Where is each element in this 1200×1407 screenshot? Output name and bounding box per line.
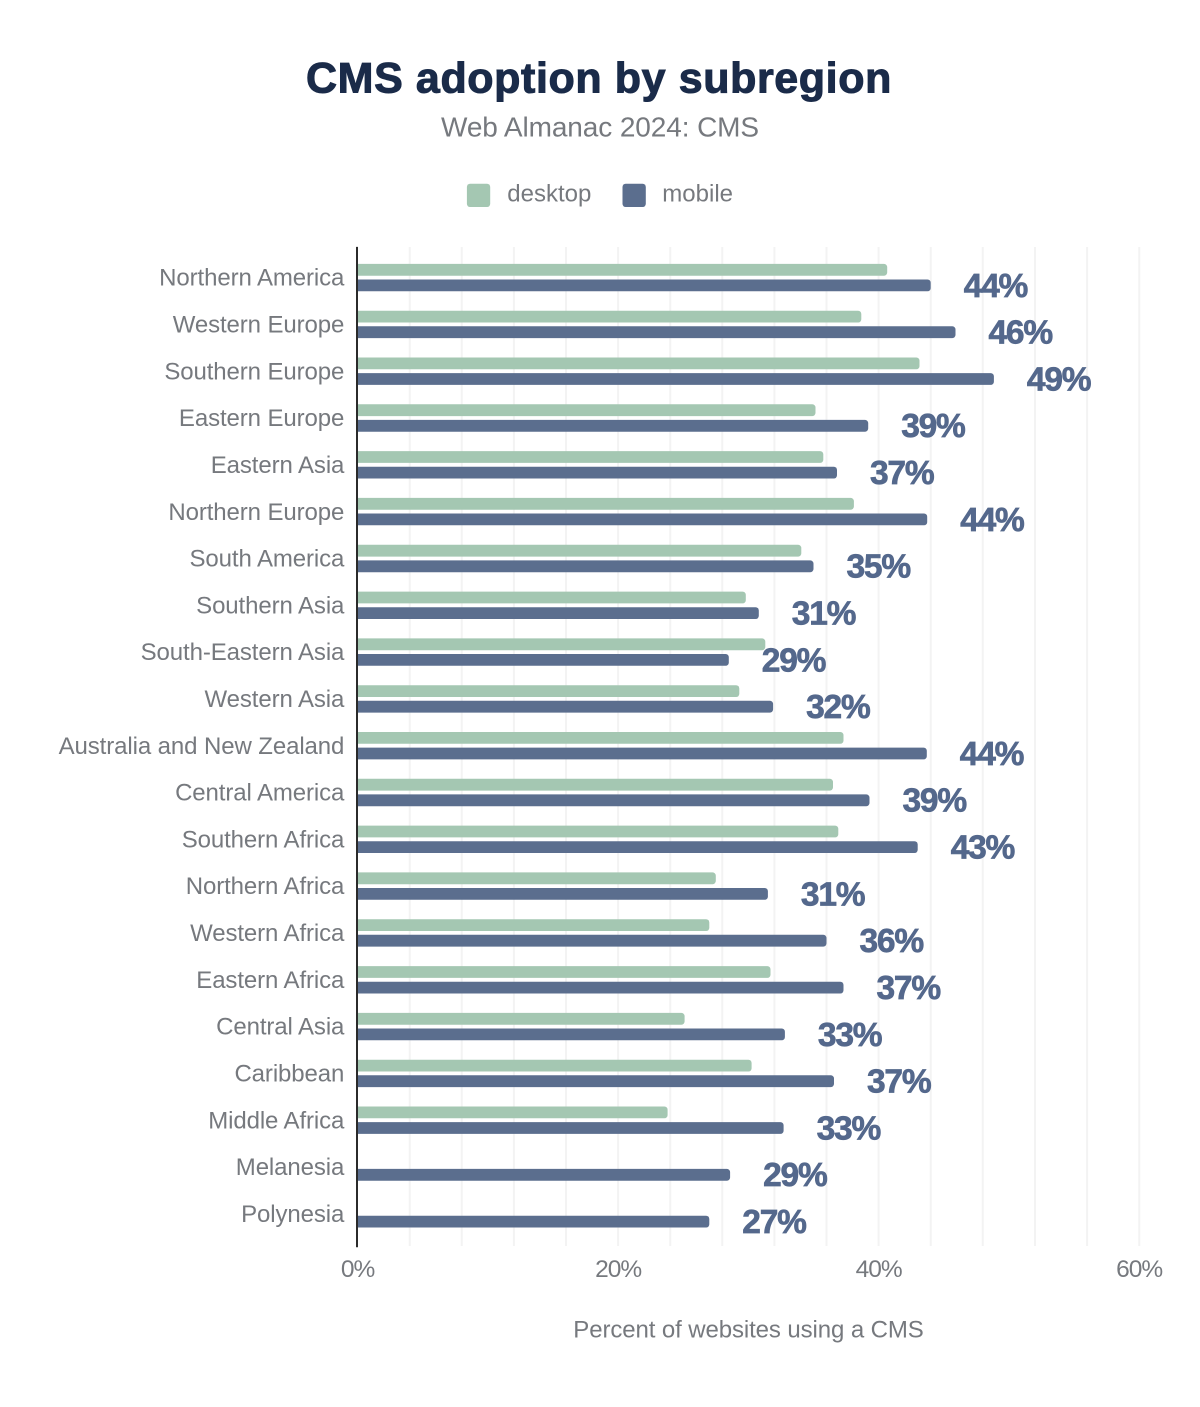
svg-text:36%: 36% bbox=[860, 923, 924, 960]
svg-text:37%: 37% bbox=[867, 1064, 931, 1101]
svg-text:Western Europe: Western Europe bbox=[173, 312, 345, 339]
svg-text:32%: 32% bbox=[806, 689, 870, 726]
svg-text:33%: 33% bbox=[817, 1110, 881, 1147]
svg-text:40%: 40% bbox=[856, 1256, 902, 1283]
svg-text:Eastern Europe: Eastern Europe bbox=[179, 405, 344, 432]
svg-text:39%: 39% bbox=[903, 783, 967, 820]
svg-text:43%: 43% bbox=[951, 830, 1015, 867]
svg-text:0%: 0% bbox=[341, 1256, 375, 1283]
svg-text:20%: 20% bbox=[595, 1256, 641, 1283]
svg-text:Eastern Asia: Eastern Asia bbox=[211, 452, 345, 479]
svg-text:27%: 27% bbox=[742, 1204, 806, 1241]
svg-text:Southern Europe: Southern Europe bbox=[164, 358, 344, 385]
svg-text:Caribbean: Caribbean bbox=[234, 1061, 344, 1088]
svg-text:29%: 29% bbox=[762, 642, 826, 679]
svg-text:South-Eastern Asia: South-Eastern Asia bbox=[141, 639, 345, 666]
svg-text:Percent of websites using a CM: Percent of websites using a CMS bbox=[573, 1317, 923, 1344]
svg-text:37%: 37% bbox=[870, 455, 934, 492]
svg-text:Southern Africa: Southern Africa bbox=[182, 826, 345, 853]
svg-text:Polynesia: Polynesia bbox=[241, 1201, 345, 1228]
svg-text:39%: 39% bbox=[901, 408, 965, 445]
svg-text:44%: 44% bbox=[960, 502, 1024, 539]
svg-text:Australia and New Zealand: Australia and New Zealand bbox=[59, 733, 345, 760]
svg-text:Northern America: Northern America bbox=[159, 265, 345, 292]
svg-text:Southern Asia: Southern Asia bbox=[196, 592, 345, 619]
svg-text:Middle Africa: Middle Africa bbox=[208, 1107, 345, 1134]
svg-text:Western Africa: Western Africa bbox=[190, 920, 345, 947]
svg-text:29%: 29% bbox=[763, 1157, 827, 1194]
svg-text:Northern Europe: Northern Europe bbox=[168, 499, 344, 526]
svg-text:31%: 31% bbox=[801, 876, 865, 913]
svg-text:60%: 60% bbox=[1116, 1256, 1162, 1283]
svg-text:South America: South America bbox=[190, 546, 346, 573]
svg-text:mobile: mobile bbox=[662, 181, 733, 208]
svg-text:31%: 31% bbox=[792, 596, 856, 633]
svg-text:Central America: Central America bbox=[175, 780, 345, 807]
svg-text:37%: 37% bbox=[877, 970, 941, 1007]
svg-text:Melanesia: Melanesia bbox=[236, 1154, 345, 1181]
svg-text:Eastern Africa: Eastern Africa bbox=[196, 967, 345, 994]
svg-text:desktop: desktop bbox=[507, 181, 591, 208]
svg-text:Western Asia: Western Asia bbox=[205, 686, 346, 713]
svg-text:Central Asia: Central Asia bbox=[216, 1014, 345, 1041]
svg-text:44%: 44% bbox=[960, 736, 1024, 773]
svg-text:Web Almanac 2024: CMS: Web Almanac 2024: CMS bbox=[441, 112, 759, 143]
svg-text:49%: 49% bbox=[1027, 361, 1091, 398]
svg-text:46%: 46% bbox=[989, 315, 1053, 352]
svg-text:CMS adoption by subregion: CMS adoption by subregion bbox=[306, 54, 892, 102]
svg-text:33%: 33% bbox=[818, 1017, 882, 1054]
svg-text:44%: 44% bbox=[964, 268, 1028, 305]
svg-text:35%: 35% bbox=[847, 549, 911, 586]
svg-text:Northern Africa: Northern Africa bbox=[186, 873, 345, 900]
